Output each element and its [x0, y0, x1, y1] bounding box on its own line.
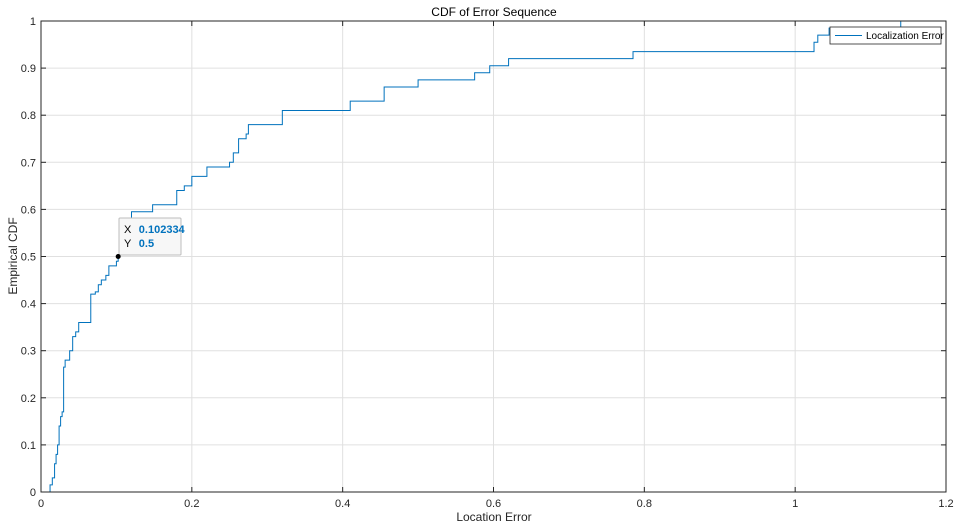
- legend-box: [829, 26, 942, 45]
- data-tip-box: [118, 217, 182, 256]
- x-tick-label: 1: [792, 498, 798, 510]
- x-tick-label: 0.8: [637, 498, 652, 510]
- x-tick-label: 0.6: [486, 498, 501, 510]
- chart-title: CDF of Error Sequence: [431, 5, 557, 19]
- data-tip-x-key: X: [124, 224, 132, 236]
- y-tick-label: 0.8: [21, 110, 36, 122]
- y-tick-label: 0.2: [21, 393, 36, 405]
- y-axis-label: Empirical CDF: [6, 217, 20, 294]
- y-tick-label: 1: [30, 16, 36, 28]
- x-tick-label: 0: [38, 498, 44, 510]
- data-tip-x-row: X 0.102334: [124, 220, 186, 237]
- data-tip-y-key: Y: [124, 238, 132, 250]
- y-tick-label: 0.1: [21, 440, 36, 452]
- tick-marks: [40, 20, 947, 493]
- data-tip-x-value: 0.102334: [139, 224, 186, 236]
- x-tick-label: 0.2: [184, 498, 199, 510]
- y-tick-label: 0.6: [21, 204, 36, 216]
- y-tick-label: 0.4: [21, 299, 36, 311]
- data-tip-y-row: Y 0.5: [124, 234, 154, 251]
- y-tick-label: 0.7: [21, 157, 36, 169]
- grid-lines: [41, 21, 946, 492]
- data-tip-y-value: 0.5: [139, 238, 154, 250]
- y-tick-label: 0.5: [21, 252, 36, 264]
- data-tip-marker[interactable]: [115, 254, 121, 259]
- x-axis-label: Location Error: [456, 510, 531, 524]
- y-tick-label: 0.9: [21, 63, 36, 75]
- y-tick-label: 0: [30, 487, 36, 499]
- legend[interactable]: Localization Error: [829, 26, 944, 45]
- data-tip[interactable]: X 0.102334 Y 0.5: [115, 217, 186, 259]
- x-tick-label: 0.4: [335, 498, 350, 510]
- y-tick-label: 0.3: [21, 346, 36, 358]
- x-tick-label: 1.2: [938, 498, 953, 510]
- legend-label: Localization Error: [866, 31, 944, 42]
- tick-labels: 0 0.2 0.4 0.6 0.8 1 1.2 0 0.1 0.2 0.3 0.4 0.5 0.6 0.7 0…: [21, 16, 954, 510]
